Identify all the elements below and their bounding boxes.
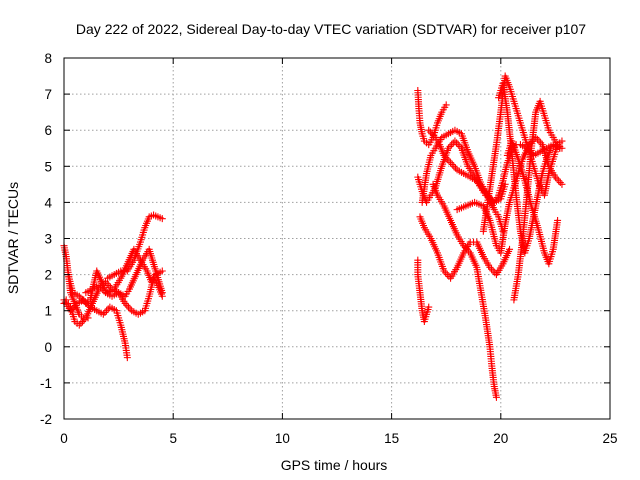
y-tick-label: 7 [44,87,52,102]
y-axis-label: SDTVAR / TECUs [5,182,21,294]
y-tick-label: 3 [44,232,52,247]
data-point-marker [558,137,566,145]
data-point-marker [425,303,433,311]
data-point-marker [442,101,450,109]
series-trace-h [414,86,450,149]
series-trace-g [414,256,433,326]
series-trace-e [82,274,166,318]
y-tick-label: -2 [40,412,52,427]
y-tick-label: 1 [44,304,52,319]
tick-layer: 0 5 10 15 20 25 -2 -1 0 1 2 3 4 5 6 7 8 [40,51,618,446]
data-point-marker [558,180,566,188]
x-tick-label: 15 [384,431,399,446]
data-point-marker [123,354,131,362]
series-trace-q [510,97,566,304]
series-trace-d [60,296,131,362]
series-trace-j [416,213,514,282]
y-tick-label: 4 [44,195,52,210]
data-point-marker [158,292,166,300]
data-point-marker [492,393,500,401]
y-tick-label: 8 [44,51,52,66]
series-trace-r [503,137,562,268]
series-trace-k [418,126,507,235]
data-point-marker [558,144,566,152]
y-tick-label: 2 [44,268,52,283]
x-tick-label: 10 [275,431,290,446]
series-trace-l [425,126,564,206]
y-tick-label: 5 [44,159,52,174]
y-tick-label: -1 [40,376,52,391]
y-tick-label: 6 [44,123,52,138]
data-point-marker [501,180,509,188]
x-tick-label: 0 [60,431,68,446]
data-point-marker [554,216,562,224]
data-point-marker [506,245,514,253]
x-axis-label: GPS time / hours [281,457,388,473]
x-tick-label: 5 [169,431,177,446]
data-point-marker [158,267,166,275]
series-trace-p [495,79,564,257]
grid-layer [64,58,610,419]
series-trace-f [104,211,166,282]
x-tick-label: 25 [602,431,617,446]
y-tick-label: 0 [44,340,52,355]
chart-title: Day 222 of 2022, Sidereal Day-to-day VTE… [76,21,586,37]
x-tick-label: 20 [493,431,508,446]
series-trace-m [429,180,500,401]
data-point-marker [158,215,166,223]
data-layer [60,72,566,401]
